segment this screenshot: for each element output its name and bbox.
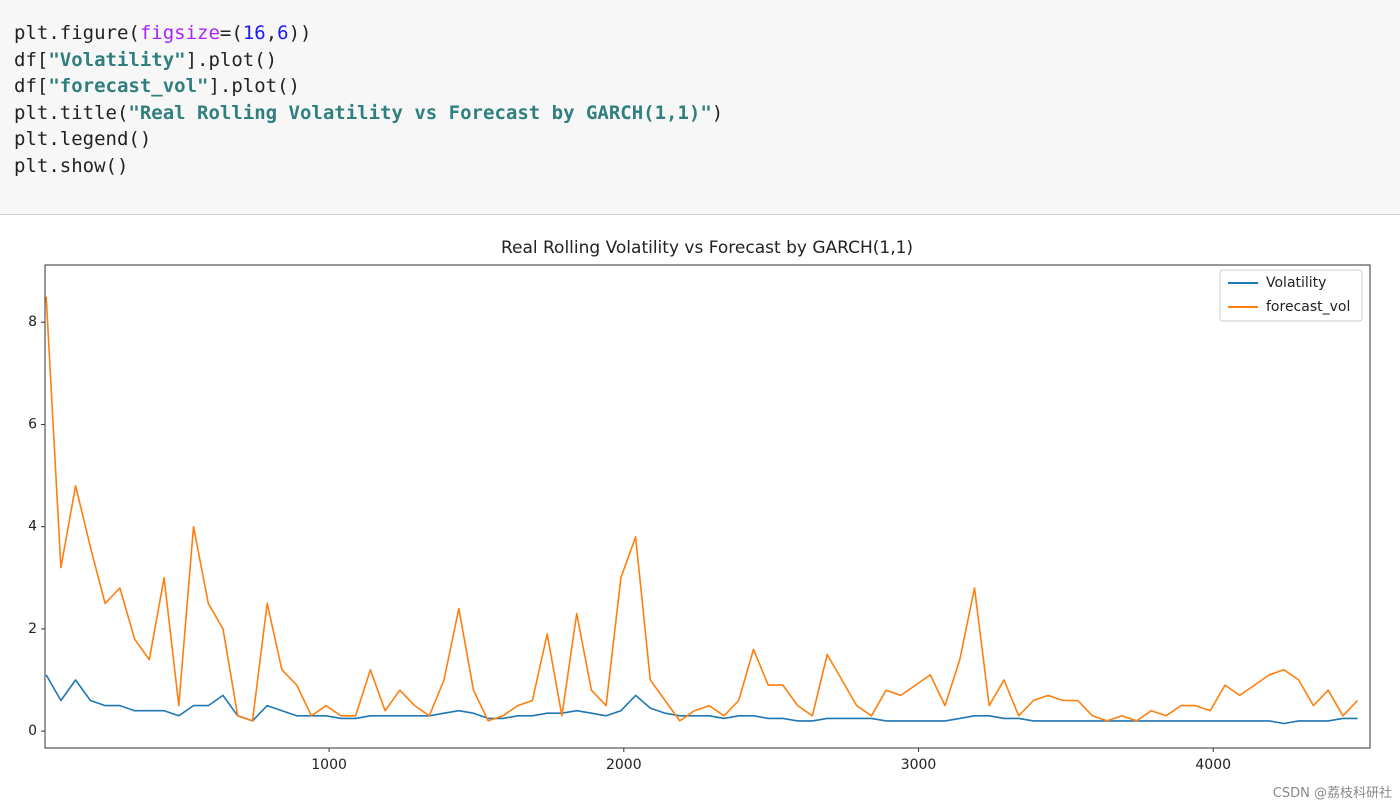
x-tick-label: 2000 bbox=[606, 757, 642, 773]
code-token: , bbox=[265, 22, 278, 44]
code-token: 16 bbox=[242, 22, 266, 44]
watermark: CSDN @荔枝科研社 bbox=[1272, 786, 1392, 801]
code-line: plt.show() bbox=[14, 153, 1400, 180]
y-tick-label: 8 bbox=[28, 314, 37, 330]
y-tick-label: 4 bbox=[28, 519, 37, 535]
data-line bbox=[45, 296, 1359, 722]
code-token: plt.figure( bbox=[14, 22, 140, 44]
legend-label: forecast_vol bbox=[1266, 299, 1350, 315]
code-token: ) bbox=[711, 101, 724, 124]
code-token: "Real Rolling Volatility vs Forecast by … bbox=[128, 101, 712, 124]
legend-label: Volatility bbox=[1266, 275, 1326, 291]
code-token: ].plot() bbox=[185, 48, 278, 71]
code-cell[interactable]: plt.figure(figsize=(16,6)) df["Volatilit… bbox=[0, 0, 1400, 215]
code-token: plt.title( bbox=[14, 101, 129, 124]
code-line: plt.legend() bbox=[14, 126, 1400, 153]
code-token: =( bbox=[219, 22, 243, 44]
x-tick-label: 4000 bbox=[1195, 757, 1231, 773]
code-token: figsize bbox=[139, 22, 220, 44]
code-token: 6 bbox=[277, 22, 289, 44]
code-line: plt.title("Real Rolling Volatility vs Fo… bbox=[14, 100, 1400, 127]
code-token: df[ bbox=[14, 48, 49, 71]
code-token: plt.show() bbox=[14, 154, 129, 177]
y-tick-label: 2 bbox=[28, 621, 37, 637]
code-token: )) bbox=[288, 22, 312, 44]
x-tick-label: 1000 bbox=[311, 757, 347, 773]
code-token: "Volatility" bbox=[48, 48, 186, 71]
chart: Real Rolling Volatility vs Forecast by G… bbox=[28, 238, 1371, 773]
code-token: ].plot() bbox=[208, 75, 300, 98]
data-line bbox=[45, 674, 1358, 725]
code-token: "forecast_vol" bbox=[48, 75, 209, 98]
y-tick-label: 6 bbox=[28, 416, 37, 432]
code-token: plt.legend() bbox=[14, 128, 152, 151]
code-line: df["Volatility"].plot() bbox=[14, 47, 1400, 74]
plot-frame bbox=[44, 264, 1371, 749]
code-line: plt.figure(figsize=(16,6)) bbox=[14, 20, 1400, 47]
chart-title: Real Rolling Volatility vs Forecast by G… bbox=[501, 238, 913, 258]
code-line: df["forecast_vol"].plot() bbox=[14, 73, 1400, 100]
x-tick-label: 3000 bbox=[901, 757, 937, 773]
code-token: df[ bbox=[14, 75, 49, 98]
y-tick-label: 0 bbox=[28, 723, 37, 739]
